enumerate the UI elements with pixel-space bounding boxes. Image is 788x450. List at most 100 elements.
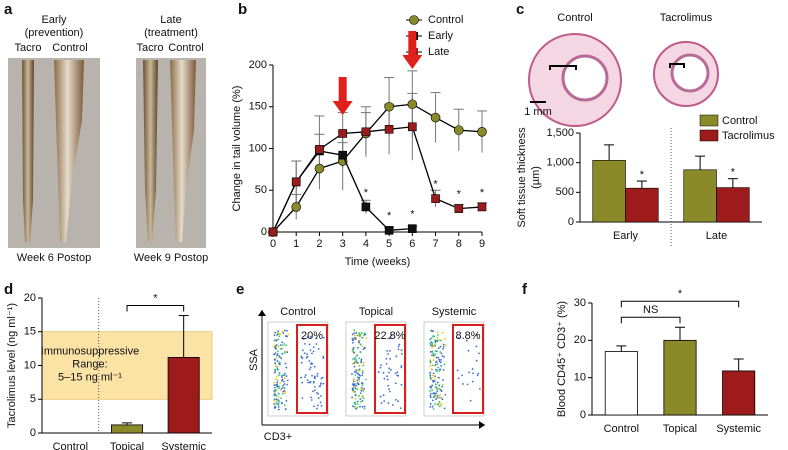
flow-event — [308, 381, 311, 384]
flow-event — [313, 405, 315, 408]
flow-event — [358, 357, 361, 360]
group-title: Early — [41, 14, 67, 26]
flow-event — [466, 383, 469, 386]
legend-label: Tacrolimus — [722, 130, 775, 142]
flow-event — [437, 347, 440, 350]
flow-event — [356, 406, 359, 409]
flow-event — [359, 405, 361, 408]
flow-event — [356, 361, 359, 364]
flow-event — [301, 397, 304, 399]
y-tick-label: 0 — [261, 226, 267, 238]
flow-event — [354, 403, 357, 406]
flow-event — [430, 337, 433, 339]
flow-event — [359, 398, 362, 401]
flow-event — [274, 386, 276, 389]
point — [477, 202, 487, 212]
flow-event — [358, 332, 360, 335]
flow-event — [354, 393, 357, 396]
flow-event — [284, 329, 286, 332]
gate — [296, 324, 328, 414]
x-tick-label: Topical — [663, 423, 697, 435]
flow-event — [278, 371, 281, 374]
flow-event — [277, 387, 280, 390]
legend-label: Late — [428, 46, 449, 58]
flow-event — [280, 387, 283, 390]
y-tick-label: 500 — [556, 186, 574, 198]
flow-event — [279, 382, 282, 384]
point — [361, 202, 371, 212]
y-axis-label: (µm) — [530, 166, 542, 189]
flow-event — [471, 368, 474, 370]
flow-event — [310, 362, 313, 365]
flow-event — [361, 396, 364, 398]
section-core — [670, 53, 710, 93]
flow-event — [317, 348, 320, 350]
point — [408, 224, 417, 233]
flow-event — [359, 351, 362, 354]
flow-event — [302, 338, 305, 340]
flow-event — [309, 335, 312, 338]
flow-event — [281, 386, 284, 389]
flow-event — [306, 336, 309, 339]
flow-event — [431, 343, 434, 346]
y-tick-label: 5 — [30, 393, 36, 405]
flow-event — [355, 361, 358, 364]
flow-event — [475, 359, 478, 362]
flow-event — [435, 356, 438, 359]
flow-event — [436, 388, 439, 391]
flow-event — [361, 374, 364, 377]
flow-event — [436, 331, 439, 334]
flow-event — [320, 404, 323, 407]
flow-event — [273, 407, 276, 409]
flow-event — [353, 334, 356, 337]
flow-event — [276, 333, 279, 336]
plot-title: Control — [280, 306, 315, 318]
flow-event — [362, 394, 364, 397]
flow-event — [276, 379, 279, 382]
flow-event — [476, 374, 479, 377]
flow-event — [429, 394, 432, 397]
flow-event — [440, 390, 443, 392]
y-axis-label: Soft tissue thickness — [516, 127, 528, 228]
flow-event — [351, 396, 354, 399]
flow-event — [431, 389, 434, 392]
y-tick-label: 30 — [574, 297, 586, 309]
flow-event — [278, 385, 281, 388]
bar — [604, 351, 638, 416]
y-axis-label: Blood CD45⁺ CD3⁺ (%) — [556, 301, 568, 417]
gate-percent: 22.8% — [374, 330, 405, 342]
flow-event — [282, 374, 284, 377]
flow-event — [456, 369, 459, 372]
flow-event — [361, 388, 364, 391]
flow-event — [275, 401, 278, 403]
flow-event — [275, 383, 278, 386]
flow-event — [359, 392, 362, 395]
flow-event — [396, 374, 399, 377]
flow-event — [312, 380, 315, 383]
point — [431, 194, 440, 203]
flow-event — [322, 382, 325, 385]
legend-label: Control — [428, 14, 463, 26]
series-line — [272, 126, 483, 233]
flow-event — [432, 330, 435, 333]
y-tick-label: 150 — [249, 101, 267, 113]
flow-event — [438, 358, 441, 361]
point — [268, 227, 278, 237]
flow-event — [439, 361, 442, 364]
flow-event — [365, 337, 368, 339]
flow-event — [285, 344, 288, 347]
flow-event — [429, 390, 431, 392]
flow-event — [304, 376, 306, 379]
flow-event — [359, 400, 362, 403]
flow-event — [277, 406, 280, 408]
flow-event — [277, 402, 280, 405]
x-tick-label: Topical — [110, 441, 144, 450]
point — [338, 129, 347, 138]
flow-event — [469, 399, 472, 402]
flow-event — [431, 379, 434, 382]
tail — [22, 60, 34, 242]
bar — [592, 159, 626, 223]
flow-event — [306, 379, 309, 381]
flow-event — [281, 341, 284, 344]
flow-event — [440, 352, 443, 355]
